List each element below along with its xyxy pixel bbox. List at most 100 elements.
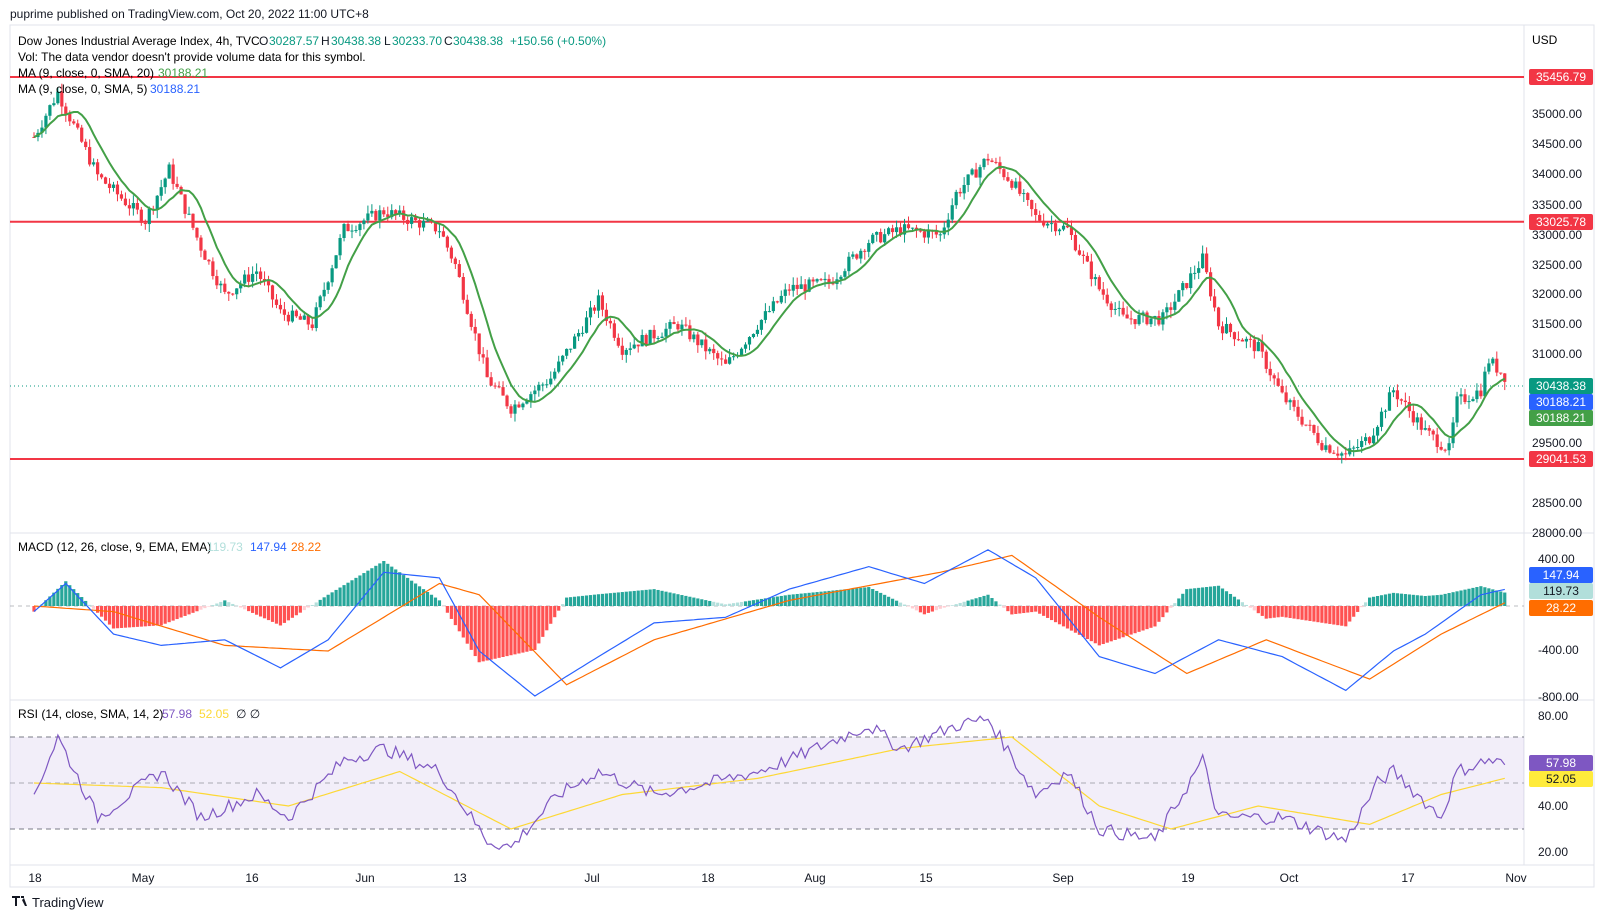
candle-body[interactable] — [1224, 323, 1229, 334]
candle-body[interactable] — [223, 283, 227, 292]
candle-body[interactable] — [1228, 323, 1233, 333]
candle-body[interactable] — [135, 203, 139, 210]
candle-body[interactable] — [1002, 169, 1006, 178]
candle-body[interactable] — [171, 164, 175, 184]
macd-pane[interactable] — [32, 549, 1507, 697]
candle-body[interactable] — [80, 127, 84, 142]
candle-body[interactable] — [815, 279, 819, 282]
candle-body[interactable] — [406, 219, 410, 224]
candle-body[interactable] — [231, 293, 235, 295]
candle-body[interactable] — [1006, 177, 1010, 181]
candle-body[interactable] — [1216, 307, 1221, 327]
candle-body[interactable] — [569, 348, 573, 350]
candle-body[interactable] — [318, 296, 322, 308]
candle-body[interactable] — [175, 183, 179, 187]
candle-body[interactable] — [986, 158, 990, 161]
candle-body[interactable] — [493, 385, 497, 387]
candle-body[interactable] — [1010, 180, 1014, 188]
candle-body[interactable] — [457, 264, 461, 278]
candle-body[interactable] — [310, 324, 314, 329]
candle-body[interactable] — [791, 284, 795, 291]
candle-body[interactable] — [48, 105, 52, 116]
candle-body[interactable] — [724, 359, 728, 364]
candle-body[interactable] — [906, 224, 911, 229]
candle-body[interactable] — [851, 254, 855, 257]
candle-body[interactable] — [306, 315, 310, 325]
candle-body[interactable] — [203, 250, 207, 260]
candle-body[interactable] — [1061, 225, 1066, 230]
candle-body[interactable] — [390, 210, 394, 218]
candle-body[interactable] — [728, 357, 732, 364]
candle-body[interactable] — [298, 316, 302, 320]
candle-body[interactable] — [1193, 272, 1197, 274]
candle-body[interactable] — [1371, 435, 1376, 444]
candle-body[interactable] — [799, 284, 803, 289]
candle-body[interactable] — [708, 348, 712, 352]
candle-body[interactable] — [52, 103, 56, 106]
candle-body[interactable] — [1280, 385, 1284, 393]
candle-body[interactable] — [497, 386, 501, 388]
candle-body[interactable] — [1499, 372, 1503, 374]
candle-body[interactable] — [243, 274, 247, 284]
candle-body[interactable] — [712, 348, 716, 354]
candle-body[interactable] — [1105, 294, 1109, 304]
candle-body[interactable] — [1288, 400, 1292, 403]
candle-body[interactable] — [1109, 303, 1113, 310]
candle-body[interactable] — [704, 339, 708, 352]
candle-body[interactable] — [1212, 296, 1217, 308]
candle-body[interactable] — [64, 106, 68, 114]
candle-body[interactable] — [294, 310, 298, 317]
rsi-ma-line[interactable] — [33, 736, 1505, 830]
candle-body[interactable] — [107, 183, 112, 188]
candle-body[interactable] — [1439, 446, 1443, 450]
candle-body[interactable] — [887, 228, 891, 235]
candle-body[interactable] — [652, 329, 656, 339]
candle-body[interactable] — [1491, 358, 1495, 364]
candle-body[interactable] — [286, 314, 290, 322]
price-pane[interactable] — [10, 76, 1524, 464]
candle-body[interactable] — [632, 344, 636, 349]
candle-body[interactable] — [1403, 400, 1407, 403]
candle-body[interactable] — [72, 121, 76, 124]
candle-body[interactable] — [96, 162, 100, 175]
candle-body[interactable] — [767, 311, 771, 313]
candle-body[interactable] — [441, 231, 446, 237]
candle-body[interactable] — [1097, 277, 1101, 290]
candle-body[interactable] — [1467, 401, 1471, 403]
candle-body[interactable] — [1125, 314, 1129, 319]
candle-body[interactable] — [879, 231, 883, 243]
rsi-pane[interactable] — [33, 715, 1506, 851]
candle-body[interactable] — [549, 378, 553, 385]
candle-body[interactable] — [103, 177, 108, 184]
candle-body[interactable] — [1344, 453, 1348, 455]
moving-average-line[interactable] — [33, 111, 1506, 453]
candle-body[interactable] — [926, 230, 930, 238]
candle-body[interactable] — [680, 324, 684, 330]
candle-body[interactable] — [1201, 253, 1205, 269]
candle-body[interactable] — [517, 404, 521, 408]
candle-body[interactable] — [668, 322, 672, 329]
candle-body[interactable] — [787, 289, 791, 291]
candle-body[interactable] — [867, 243, 871, 252]
candle-body[interactable] — [410, 217, 414, 224]
candle-body[interactable] — [1459, 394, 1463, 397]
candle-body[interactable] — [612, 323, 616, 338]
candle-body[interactable] — [1022, 193, 1026, 195]
candle-body[interactable] — [640, 334, 644, 347]
candle-body[interactable] — [533, 390, 537, 395]
candle-body[interactable] — [819, 279, 823, 281]
candle-body[interactable] — [958, 191, 962, 194]
candle-body[interactable] — [950, 205, 954, 220]
candle-body[interactable] — [1383, 410, 1388, 412]
candle-body[interactable] — [521, 403, 525, 408]
candle-body[interactable] — [414, 217, 418, 221]
candle-body[interactable] — [40, 127, 44, 133]
candle-body[interactable] — [258, 271, 263, 279]
candle-body[interactable] — [751, 333, 756, 338]
candle-body[interactable] — [187, 213, 191, 215]
candle-body[interactable] — [437, 231, 442, 233]
candle-body[interactable] — [902, 224, 907, 235]
candle-body[interactable] — [1475, 390, 1479, 400]
macd-signal-line[interactable] — [33, 554, 1506, 686]
